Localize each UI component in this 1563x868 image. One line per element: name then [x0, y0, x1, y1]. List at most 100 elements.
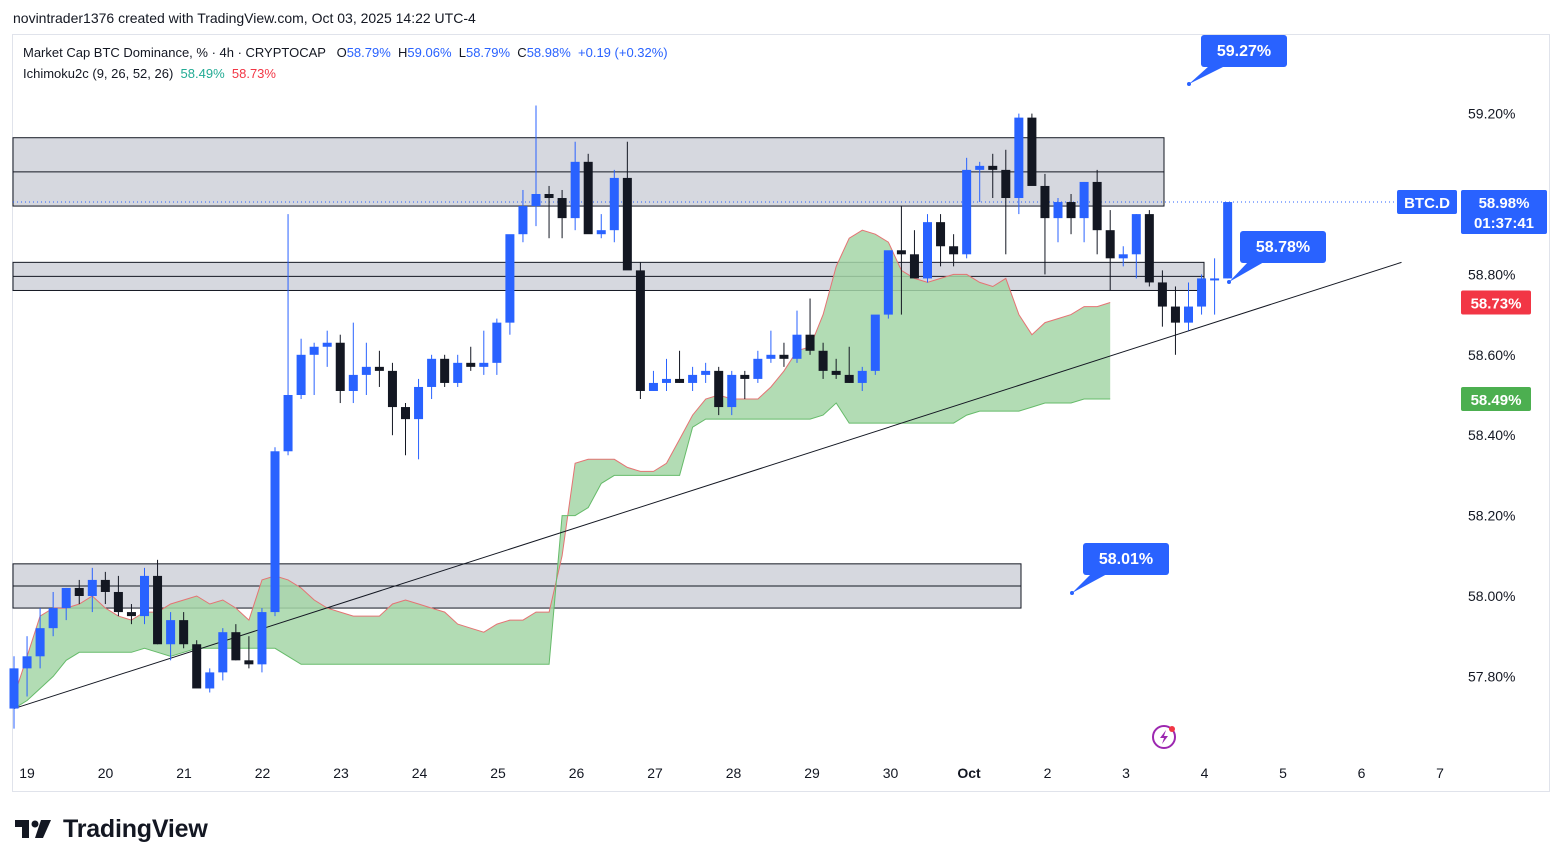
candle-body: [205, 672, 215, 689]
ichimoku-cloud: [14, 230, 1111, 709]
candle-body: [622, 177, 632, 271]
candle-body: [531, 194, 541, 207]
candle-body: [844, 374, 854, 383]
symbol-badge: [1397, 190, 1457, 215]
candle-body: [805, 334, 815, 351]
candle-body: [414, 386, 424, 420]
candle-body: [831, 370, 841, 375]
time-axis-label: 29: [804, 765, 820, 781]
candle-body: [87, 579, 97, 596]
callout-pointer: [1229, 262, 1264, 282]
candle-body: [949, 246, 959, 255]
candle-body: [1131, 214, 1141, 255]
time-axis-label: 20: [98, 765, 114, 781]
callout-box: [1240, 231, 1326, 263]
candle-body: [557, 198, 567, 219]
time-axis-label: Oct: [957, 765, 981, 781]
time-axis-label: 26: [569, 765, 585, 781]
candle-body: [583, 161, 593, 235]
candle-body: [140, 575, 149, 617]
candle-body: [257, 612, 267, 665]
candle-body: [1118, 254, 1128, 259]
candle-body: [662, 378, 671, 383]
price-badges-layer: BTC.D 58.98% 01:37:41 58.73% 58.49%: [1397, 190, 1547, 412]
candle-body: [270, 451, 280, 613]
callout-box: [1083, 543, 1169, 575]
price-axis-label: 58.20%: [1468, 508, 1515, 524]
legend-o-label: O: [336, 45, 347, 60]
candle-body: [688, 374, 698, 383]
price-axis-label: 59.20%: [1468, 106, 1515, 122]
candle-body: [714, 370, 724, 408]
candle-body: [1014, 117, 1024, 199]
legend-open: 58.79%: [346, 45, 391, 60]
candle-body: [361, 366, 371, 375]
time-axis-label: 21: [176, 765, 192, 781]
price-axis: 59.20% 58.80% 58.60% 58.40% 58.20% 58.00% 57.8…: [1468, 106, 1515, 685]
symbol-legend: Market Cap BTC Dominance, % · 4h · CRYPT…: [23, 45, 668, 60]
candle-body: [988, 165, 998, 170]
callout-label: 58.78%: [1256, 239, 1310, 256]
candle-body: [348, 374, 358, 391]
candle-body: [453, 362, 463, 383]
tradingview-logo[interactable]: TradingView: [15, 815, 208, 844]
callout-label: 59.27%: [1217, 43, 1271, 60]
price-axis-label: 58.80%: [1468, 266, 1515, 282]
candle-body: [609, 177, 619, 231]
candle-body: [1157, 282, 1167, 307]
price-axis-label: 58.60%: [1468, 347, 1515, 363]
candle-body: [766, 354, 776, 359]
candle-body: [1040, 185, 1050, 219]
legend-c-label: C: [517, 45, 527, 60]
chart-frame: [12, 34, 1550, 792]
candle-body: [231, 632, 241, 661]
candle-body: [387, 370, 397, 408]
trendline-layer: [13, 261, 1402, 710]
tradingview-logo-text: TradingView: [63, 815, 208, 843]
candle-body: [1223, 202, 1233, 279]
candle-body: [61, 587, 71, 609]
time-axis-label: 2: [1044, 765, 1052, 781]
candle-body: [296, 354, 306, 395]
tradingview-logo-icon: [15, 819, 51, 838]
candle-body: [740, 374, 750, 379]
time-axis-label: 4: [1201, 765, 1209, 781]
candle-body: [9, 668, 19, 709]
callout-anchor: [1187, 82, 1191, 86]
callout-label: 58.01%: [1099, 551, 1153, 568]
time-axis-label: 5: [1279, 765, 1287, 781]
time-axis-label: 27: [647, 765, 663, 781]
candle-body: [635, 270, 645, 391]
callout-anchor: [1070, 591, 1074, 595]
price-axis-label: 57.80%: [1468, 668, 1515, 684]
callout-pointer: [1072, 574, 1107, 593]
candle-body: [505, 234, 515, 323]
candle-body: [244, 660, 254, 665]
legend-change: +0.19 (+0.32%): [578, 45, 668, 60]
candle-body: [1144, 214, 1154, 283]
last-price-value: 58.98%: [1479, 195, 1530, 212]
flash-icon[interactable]: [1152, 725, 1176, 749]
candle-body: [1210, 278, 1220, 281]
price-badge-label: 58.73%: [1471, 296, 1522, 313]
time-axis-label: 25: [490, 765, 506, 781]
candle-body: [518, 206, 528, 235]
candle-body: [113, 591, 123, 613]
candle-body: [792, 334, 802, 359]
candle-body: [1027, 117, 1037, 186]
candle-body: [648, 382, 658, 391]
time-axis-label: 30: [883, 765, 899, 781]
candle-body: [100, 579, 110, 592]
callout-box: [1201, 35, 1287, 67]
indicator-legend[interactable]: Ichimoku2c (9, 26, 52, 26) 58.49% 58.73%: [23, 66, 276, 81]
candle-body: [544, 194, 554, 199]
candle-body: [570, 161, 580, 219]
price-axis-label: 58.00%: [1468, 588, 1515, 604]
indicator-name: Ichimoku2c (9, 26, 52, 26): [23, 66, 174, 81]
candle-body: [701, 370, 711, 375]
time-axis-label: 3: [1122, 765, 1130, 781]
candle-body: [309, 346, 319, 355]
price-axis-label: 58.40%: [1468, 427, 1515, 443]
candle-body: [1053, 202, 1063, 219]
